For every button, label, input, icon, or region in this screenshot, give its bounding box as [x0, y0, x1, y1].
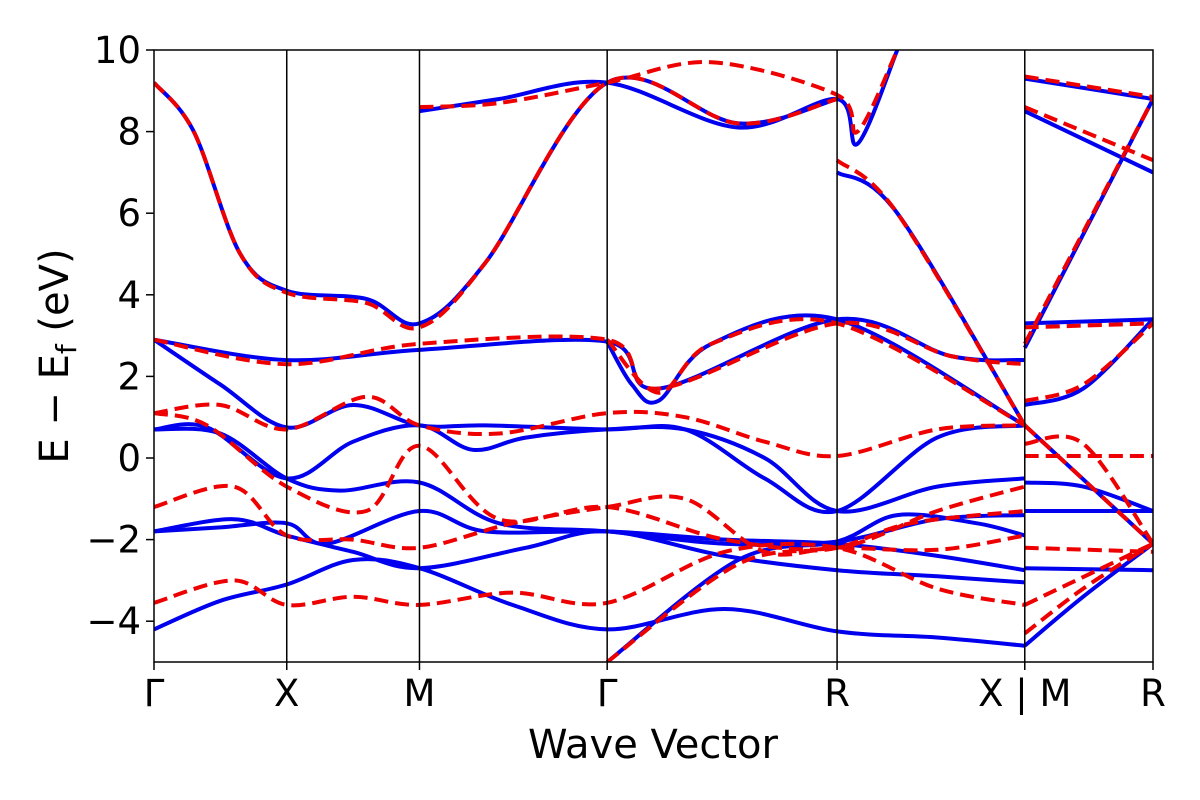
band-line	[154, 75, 838, 327]
band-line	[1024, 317, 1153, 407]
band-line	[1024, 545, 1153, 554]
x-tick-label: X	[274, 672, 299, 715]
x-axis-title: Wave Vector	[528, 722, 779, 768]
x-tick-label: Γ	[597, 672, 618, 715]
y-axis-title-main: E − E	[32, 354, 78, 464]
band-line	[1024, 105, 1153, 163]
bands-layer	[154, 50, 1153, 662]
high-symmetry-lines	[285, 50, 1026, 662]
y-tick-label: −4	[86, 600, 141, 643]
band-line	[1023, 98, 1153, 345]
band-line	[154, 508, 1026, 573]
x-tick-label: M	[404, 672, 436, 715]
x-axis: Γ X M Γ R X | M R	[144, 662, 1166, 715]
band-line	[1024, 74, 1153, 99]
y-tick-label: 8	[117, 111, 141, 154]
band-line	[419, 50, 900, 135]
y-axis-title-sub: f	[50, 343, 83, 354]
band-line	[1024, 566, 1153, 573]
band-line	[154, 557, 1025, 648]
band-line	[1023, 423, 1153, 546]
band-line	[835, 158, 1027, 427]
x-tick-label: X | M	[978, 672, 1071, 715]
y-tick-label: 4	[117, 274, 141, 317]
y-tick-label: 0	[117, 437, 141, 480]
band-line	[1023, 542, 1153, 635]
y-axis: −4 −2 0 2 4 6 8 10	[86, 29, 154, 643]
band-line	[1024, 321, 1153, 330]
band-line	[605, 512, 1026, 662]
band-line	[154, 541, 1026, 608]
y-tick-label: 2	[117, 355, 141, 398]
band-line	[154, 483, 1026, 557]
series-dashed	[154, 50, 1153, 662]
band-line	[1024, 480, 1153, 513]
band-line	[1023, 109, 1153, 175]
plot-frame	[153, 49, 1154, 663]
band-line	[154, 316, 1025, 391]
band-line	[154, 75, 838, 331]
y-tick-label: 10	[94, 29, 141, 72]
band-line	[419, 50, 900, 147]
y-axis-title: E − Ef (eV)	[32, 248, 83, 463]
x-tick-label: Γ	[144, 672, 165, 715]
y-tick-label: −2	[86, 519, 141, 562]
band-line	[154, 320, 1026, 391]
x-tick-label: R	[1140, 672, 1166, 715]
series-solid	[154, 50, 1153, 662]
band-line	[154, 411, 1026, 552]
band-line	[1024, 434, 1153, 545]
band-line	[606, 509, 1026, 662]
band-line	[1024, 76, 1153, 101]
x-tick-label: R	[824, 672, 850, 715]
band-line	[1024, 321, 1153, 403]
band-line	[605, 317, 1026, 428]
y-axis-title-unit: (eV)	[32, 248, 78, 344]
y-tick-label: 6	[117, 192, 141, 235]
band-line	[835, 170, 1027, 427]
band-line	[1023, 541, 1153, 607]
band-line	[605, 313, 1026, 428]
